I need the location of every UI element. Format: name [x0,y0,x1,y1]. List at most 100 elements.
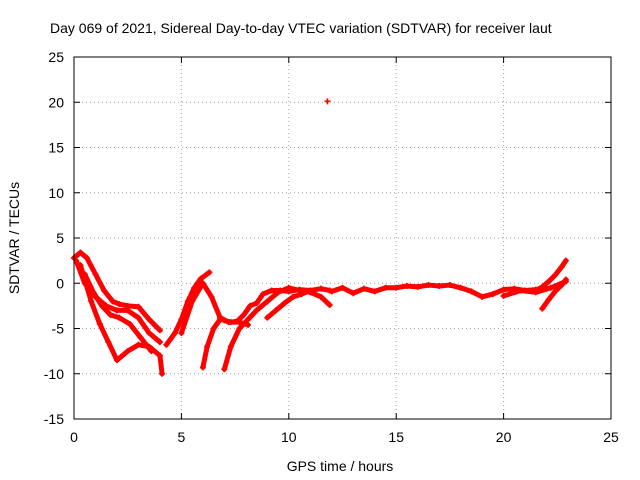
x-tick-label: 10 [281,429,297,445]
data-point [371,288,378,295]
data-point [328,288,335,295]
data-point [171,330,178,337]
data-point [227,319,234,326]
data-point [350,290,357,297]
series-track-j [328,282,550,300]
y-axis-label: SDTVAR / TECUs [6,182,22,294]
data-point [318,285,325,292]
data-point [137,334,144,341]
series-track-h [221,284,333,373]
data-point [81,271,88,278]
data-point [339,284,346,291]
data-point [210,325,217,332]
data-point [457,284,464,291]
data-point [113,357,120,364]
x-tick-label: 0 [70,429,78,445]
data-point [532,289,539,296]
data-point [326,301,333,308]
data-point [324,98,331,105]
data-point [436,282,443,289]
data-point [393,284,400,291]
data-point [244,316,251,323]
data-point [208,293,215,300]
data-point [109,298,116,305]
y-tick-label: -5 [52,321,65,337]
data-point [221,366,228,373]
data-point [88,298,95,305]
data-point [275,289,282,296]
data-point [227,343,234,350]
data-point [77,262,84,269]
axis-ticks: 0 5 10 15 20 25 -15 -10 -5 0 5 10 15 20 25 [44,49,619,445]
data-point [148,348,155,355]
x-axis-label: GPS time / hours [287,458,394,474]
data-point [189,298,196,305]
data-point [156,339,163,346]
grid-lines [74,57,611,419]
data-point [360,285,367,292]
data-point [268,287,275,294]
data-point [206,269,213,276]
data-point [92,271,99,278]
series-track [82,271,154,354]
data-point [479,293,486,300]
data-point [204,343,211,350]
data-point [221,317,228,324]
x-tick-label: 20 [496,429,512,445]
data-point [240,311,247,318]
data-point [197,275,204,282]
data-point [234,318,241,325]
x-tick-label: 25 [603,429,619,445]
data-point [236,325,243,332]
data-point [318,293,325,300]
data-point [101,287,108,294]
y-tick-label: 15 [48,140,64,156]
series-track-i [264,287,314,321]
data-point [163,341,170,348]
data-point [199,280,206,287]
data-point [552,288,559,295]
data-point [217,316,224,323]
data-point [264,314,271,321]
x-tick-label: 15 [388,429,404,445]
data-point [146,316,153,323]
data-point [90,289,97,296]
data-point [468,288,475,295]
data-point [290,293,297,300]
y-tick-label: 0 [56,275,64,291]
data-point [285,284,292,291]
data-point [116,314,123,321]
series-track [77,262,165,377]
data-point [113,307,120,314]
y-tick-label: 25 [48,49,64,65]
data-point [77,249,84,256]
data-point [517,287,524,294]
data-point [500,286,507,293]
data-point [547,284,554,291]
data-point [126,320,133,327]
data-point [191,284,198,291]
data-point [558,263,565,270]
data-point [545,278,552,285]
data-point [253,300,260,307]
data-point [260,291,267,298]
chart-title: Day 069 of 2021, Sidereal Day-to-day VTE… [50,20,552,36]
data-point [403,282,410,289]
data-point [199,364,206,371]
data-point [98,302,105,309]
y-tick-label: 10 [48,185,64,201]
data-point [135,341,142,348]
data-point [562,257,569,264]
data-point [96,320,103,327]
data-point [124,348,131,355]
data-point [135,303,142,310]
data-point [264,298,271,305]
data-point [539,305,546,312]
data-point [281,300,288,307]
data-point [562,278,569,285]
y-tick-label: -15 [44,411,64,427]
data-point [247,302,254,309]
data-point [307,287,314,294]
series-track-e [163,269,213,348]
